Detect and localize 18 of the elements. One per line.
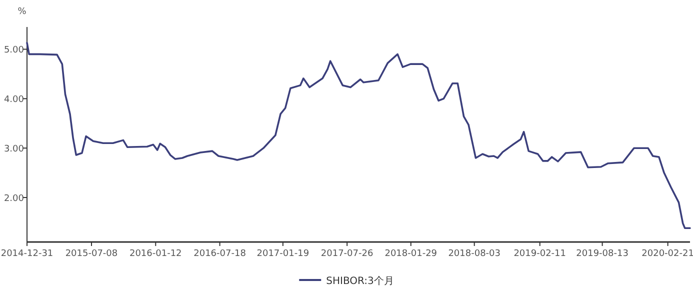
legend-label: SHIBOR:3个月 xyxy=(326,275,394,287)
x-tick-label: 2018-08-03 xyxy=(448,249,500,259)
y-tick-label: 4.00 xyxy=(4,95,24,106)
y-tick-label: 3.00 xyxy=(4,144,24,155)
x-tick-label: 2017-01-19 xyxy=(256,249,310,259)
y-tick-label: 5.00 xyxy=(4,46,24,56)
x-tick-label: 2019-02-11 xyxy=(514,249,566,259)
x-tick-label: 2017-07-26 xyxy=(320,249,374,259)
x-tick-label: 2016-07-18 xyxy=(194,249,246,259)
x-tick-label: 2014-12-31 xyxy=(0,249,54,259)
line-series xyxy=(26,42,691,230)
y-axis-title: % xyxy=(18,7,27,17)
x-tick-label: 2019-08-13 xyxy=(576,249,628,259)
y-tick-label: 2.00 xyxy=(4,194,24,204)
x-tick-label: 2020-02-21 xyxy=(642,249,693,259)
x-tick-label: 2018-01-29 xyxy=(384,249,438,259)
x-tick-label: 2015-07-08 xyxy=(65,249,118,259)
x-tick-label: 2016-01-12 xyxy=(129,249,182,259)
